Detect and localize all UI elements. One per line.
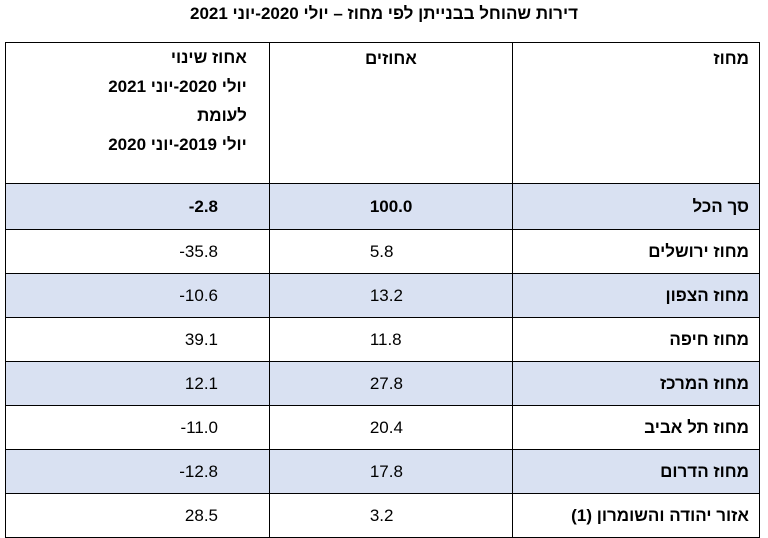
header-cell: מחוז [512, 42, 760, 184]
table-cell: 39.1 [5, 317, 270, 362]
table-cell: 13.2 [268, 273, 514, 318]
table-row: סך הכל 100.0 -2.8 [5, 183, 760, 230]
header-cell: אחוז שינוי יולי 2020-יוני 2021 לעומת יולי 2… [5, 42, 270, 184]
cell-value: 27.8 [369, 373, 403, 393]
table-cell: -35.8 [5, 229, 270, 274]
table-cell: -10.6 [5, 273, 270, 318]
table-cell: מחוז הדרום [512, 449, 760, 494]
cell-value: 100.0 [369, 196, 413, 216]
cell-value: -12.8 [179, 461, 218, 481]
table-row: מחוז המרכז 27.8 12.1 [5, 361, 760, 406]
data-table: מחוז אחוזים אחוז שינוי יולי 2020-יוני 2021 ל… [5, 42, 760, 538]
table-row: מחוז חיפה 11.8 39.1 [5, 317, 760, 362]
cell-value: -35.8 [179, 241, 218, 261]
cell-value: -10.6 [179, 285, 218, 305]
table-cell: -12.8 [5, 449, 270, 494]
table-cell: 5.8 [268, 229, 514, 274]
table-row: מחוז תל אביב 20.4 -11.0 [5, 405, 760, 450]
cell-value: 13.2 [369, 285, 403, 305]
cell-value: 3.2 [369, 505, 394, 525]
table-cell: 17.8 [268, 449, 514, 494]
page: {"title": "דירות שהוחל בבנייתן לפי מחוז … [5, 4, 760, 538]
table-cell: מחוז תל אביב [512, 405, 760, 450]
header-line: אחוז שינוי [170, 48, 247, 67]
table-cell: -11.0 [5, 405, 270, 450]
table-cell: 12.1 [5, 361, 270, 406]
table-cell: מחוז חיפה [512, 317, 760, 362]
cell-value: -11.0 [180, 417, 219, 437]
header-line: יולי 2019-יוני 2020 [108, 135, 247, 154]
cell-value: 17.8 [369, 461, 403, 481]
table-title: דירות שהוחל בבנייתן לפי מחוז – יולי 2020… [190, 4, 578, 23]
table-cell: מחוז המרכז [512, 361, 760, 406]
table-row: מחוז הדרום 17.8 -12.8 [5, 449, 760, 494]
cell-value: 20.4 [369, 417, 403, 437]
table-cell: סך הכל [512, 183, 760, 230]
cell-value: 11.8 [369, 329, 402, 349]
table-cell: מחוז הצפון [512, 273, 760, 318]
cell-value: 28.5 [184, 505, 218, 525]
table-row: מחוז הצפון 13.2 -10.6 [5, 273, 760, 318]
header-row: מחוז אחוזים אחוז שינוי יולי 2020-יוני 2021 ל… [5, 42, 760, 184]
table-cell: 11.8 [268, 317, 514, 362]
cell-value: 12.1 [184, 373, 218, 393]
table-cell: 3.2 [268, 493, 514, 538]
table-cell: 20.4 [268, 405, 514, 450]
header-line: לעומת [197, 106, 247, 125]
cell-value: 39.1 [184, 329, 218, 349]
table-cell: 100.0 [268, 183, 514, 230]
table-cell: אזור יהודה והשומרון (1) [512, 493, 760, 538]
table-cell: -2.8 [5, 183, 270, 230]
header-line: יולי 2020-יוני 2021 [108, 77, 247, 96]
cell-value: 5.8 [369, 241, 394, 261]
table-cell: 27.8 [268, 361, 514, 406]
cell-value: -2.8 [188, 196, 218, 216]
table-row: אזור יהודה והשומרון (1) 3.2 28.5 [5, 493, 760, 538]
table-cell: 28.5 [5, 493, 270, 538]
table-body: מחוז אחוזים אחוז שינוי יולי 2020-יוני 2021 ל… [5, 42, 760, 538]
header-cell: אחוזים [268, 42, 514, 184]
table-row: מחוז ירושלים 5.8 -35.8 [5, 229, 760, 274]
table-cell: מחוז ירושלים [512, 229, 760, 274]
body: דירות שהוחל בבנייתן לפי מחוז – יולי 2020… [5, 4, 760, 538]
